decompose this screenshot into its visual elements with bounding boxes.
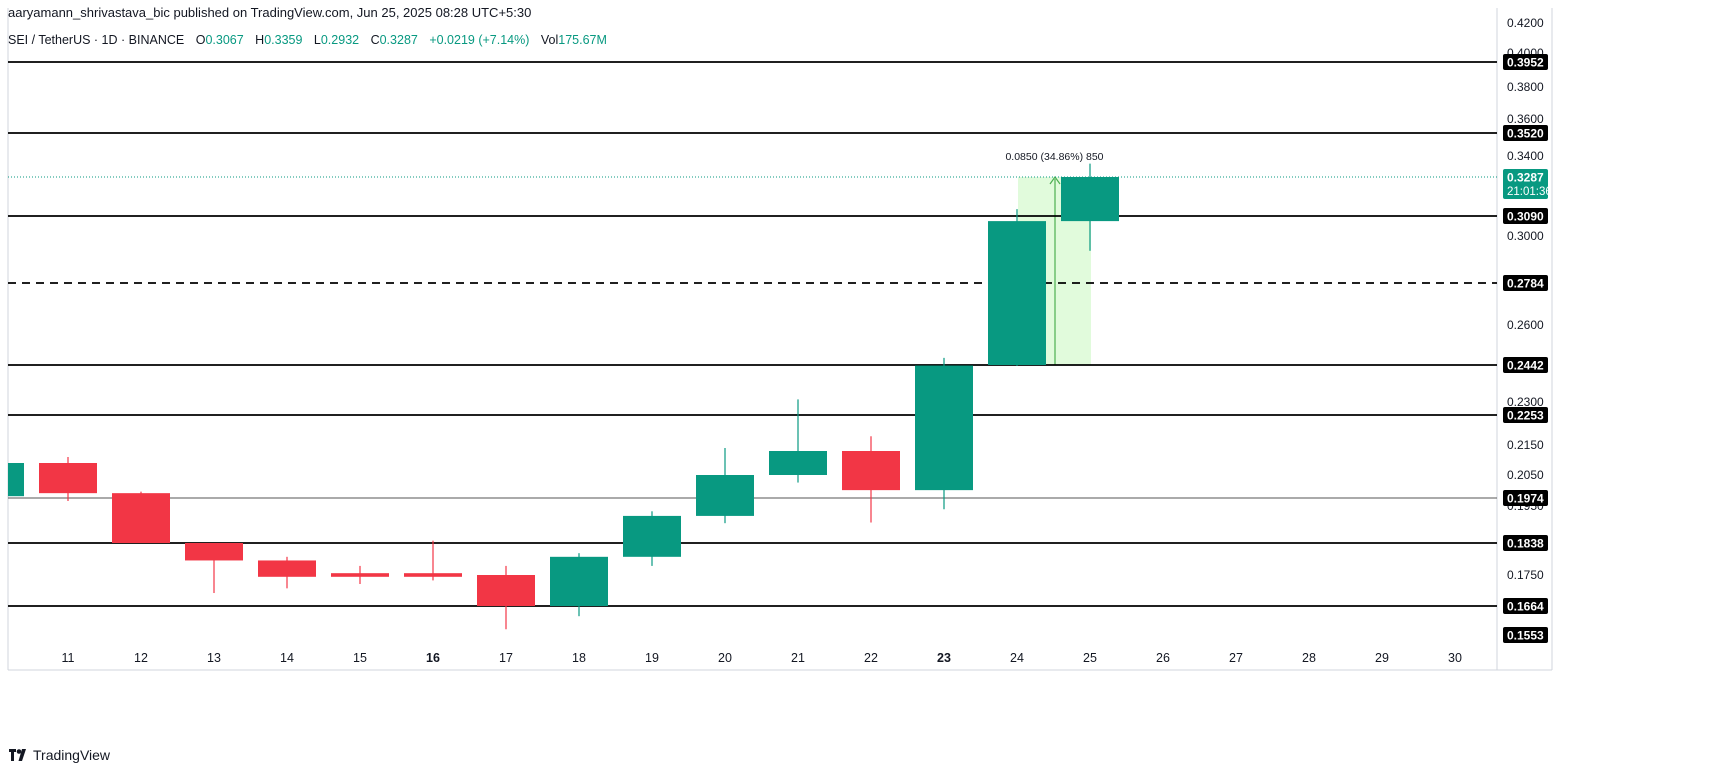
- candle-body: [623, 515, 681, 557]
- level-label-bg: [1503, 598, 1548, 614]
- symbol-name[interactable]: SEI / TetherUS · 1D · BINANCE: [8, 33, 185, 47]
- level-label-bg: [1503, 490, 1548, 506]
- x-tick-label: 22: [864, 651, 878, 665]
- candle-body: [331, 573, 389, 577]
- tradingview-logo-icon: [9, 749, 26, 761]
- level-label-bg: [1503, 208, 1548, 224]
- y-tick-label: 0.2150: [1507, 438, 1544, 452]
- x-tick-label: 23: [937, 651, 951, 665]
- y-tick-label: 0.3800: [1507, 80, 1544, 94]
- level-label-bg: [1503, 627, 1548, 643]
- candle-body: [1061, 177, 1119, 222]
- level-label-bg: [1503, 357, 1548, 373]
- level-label: 0.3090: [1507, 210, 1544, 224]
- level-label: 0.2253: [1507, 409, 1544, 423]
- level-label-bg: [1503, 275, 1548, 291]
- close-label: C: [370, 33, 380, 47]
- x-tick-label: 20: [718, 651, 732, 665]
- candle-body: [8, 463, 24, 497]
- candle-body: [39, 463, 97, 494]
- countdown-label: 21:01:36: [1507, 186, 1552, 198]
- high-value: 0.3359: [264, 33, 303, 47]
- level-label-bg: [1503, 125, 1548, 141]
- x-tick-label: 12: [134, 651, 148, 665]
- level-label: 0.1838: [1507, 537, 1544, 551]
- candle-body: [185, 543, 243, 561]
- x-tick-label: 11: [62, 651, 75, 665]
- candle-body: [258, 560, 316, 577]
- x-tick-label: 24: [1010, 651, 1024, 665]
- close-value: 0.3287: [379, 33, 418, 47]
- x-tick-label: 18: [572, 651, 586, 665]
- y-tick-label: 0.3000: [1507, 229, 1544, 243]
- x-tick-label: 16: [426, 651, 440, 665]
- x-tick-label: 27: [1229, 651, 1243, 665]
- low-label: L: [313, 33, 321, 47]
- level-label: 0.1664: [1507, 600, 1544, 614]
- tradingview-brand-text: TradingView: [33, 747, 111, 763]
- level-label-bg: [1503, 535, 1548, 551]
- candle-body: [404, 573, 462, 577]
- tradingview-brand[interactable]: TradingView: [9, 747, 110, 763]
- y-tick-label: 0.1750: [1507, 568, 1544, 582]
- high-label: H: [255, 33, 265, 47]
- last-price-label-bg: [1503, 169, 1548, 199]
- x-tick-label: 15: [353, 651, 367, 665]
- symbol-legend: SEI / TetherUS · 1D · BINANCE O0.3067 H0…: [8, 33, 607, 47]
- level-label: 0.1553: [1507, 629, 1544, 643]
- x-tick-label: 25: [1083, 651, 1097, 665]
- x-tick-label: 17: [499, 651, 513, 665]
- y-tick-label: 0.2600: [1507, 318, 1544, 332]
- volume-label: Vol: [540, 33, 559, 47]
- candle-body: [477, 575, 535, 606]
- x-tick-label: 13: [207, 651, 221, 665]
- x-tick-label: 28: [1302, 651, 1316, 665]
- y-tick-label: 0.3600: [1507, 112, 1544, 126]
- level-label: 0.3520: [1507, 127, 1544, 141]
- candle-body: [915, 365, 973, 491]
- y-tick-label: 0.2300: [1507, 395, 1544, 409]
- level-label: 0.2442: [1507, 359, 1544, 373]
- level-label: 0.2784: [1507, 277, 1544, 291]
- y-tick-label: 0.4200: [1507, 16, 1544, 30]
- x-tick-label: 14: [280, 651, 294, 665]
- x-tick-label: 26: [1156, 651, 1170, 665]
- candle-body: [842, 451, 900, 491]
- open-label: O: [195, 33, 206, 47]
- level-label-bg: [1503, 407, 1548, 423]
- x-tick-label: 30: [1448, 651, 1462, 665]
- measure-label: 0.0850 (34.86%) 850: [1005, 151, 1103, 163]
- candle-body: [988, 221, 1046, 365]
- candle-body: [769, 451, 827, 475]
- candle-body: [550, 556, 608, 606]
- x-tick-label: 19: [645, 651, 659, 665]
- candle-body: [112, 493, 170, 543]
- change-value: +0.0219 (+7.14%): [429, 33, 530, 47]
- volume-value: 175.67M: [558, 33, 607, 47]
- candle-body: [696, 475, 754, 516]
- x-tick-label: 29: [1375, 651, 1389, 665]
- low-value: 0.2932: [320, 33, 360, 47]
- x-tick-label: 21: [791, 651, 805, 665]
- y-tick-label: 0.2050: [1507, 468, 1544, 482]
- open-value: 0.3067: [205, 33, 244, 47]
- level-label-bg: [1503, 54, 1548, 70]
- y-tick-label: 0.3400: [1507, 149, 1544, 163]
- last-price-label: 0.3287: [1507, 171, 1544, 185]
- level-label: 0.1974: [1507, 492, 1544, 506]
- publisher-line: aaryamann_shrivastava_bic published on T…: [8, 5, 532, 20]
- level-label: 0.3952: [1507, 56, 1544, 70]
